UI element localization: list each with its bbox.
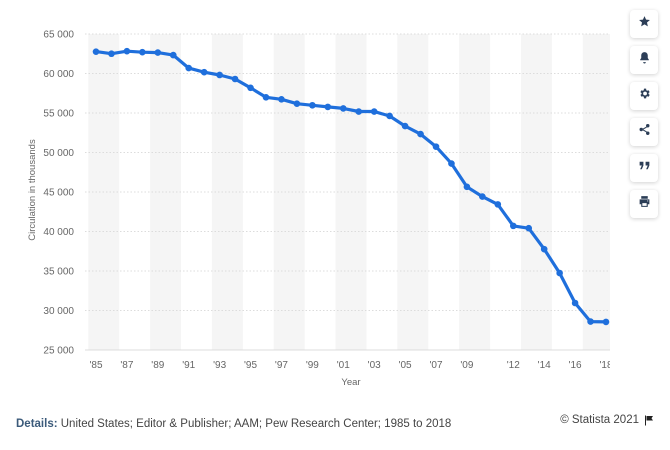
x-tick-label: '16: [569, 360, 582, 371]
print-icon: [638, 195, 651, 213]
y-axis-tick-labels: 25 000 30 000 35 000 40 000 45 000 50 000 55 0…: [43, 30, 74, 357]
data-point: [587, 318, 594, 325]
background-band: [211, 34, 243, 350]
x-tick-label: '07: [429, 360, 442, 371]
details-footer: Details: United States; Editor & Publish…: [16, 418, 451, 430]
y-tick-label: 45 000: [43, 188, 74, 199]
x-tick-label: '89: [151, 360, 164, 371]
x-tick-label: '05: [399, 360, 412, 371]
copyright-footer: © Statista 2021: [560, 414, 654, 426]
flag-icon[interactable]: [644, 415, 654, 426]
data-point: [479, 193, 486, 200]
gear-icon: [638, 87, 651, 105]
data-point: [278, 96, 285, 103]
cite-button[interactable]: [630, 154, 658, 182]
y-axis-title: Circulation in thousands: [27, 139, 38, 241]
data-point: [169, 51, 177, 59]
x-axis-tick-labels: '85 '87 '89 '91 '93 '95 '97 '99 '01 '03 '05 '07 '09 '…: [89, 360, 610, 371]
share-icon: [638, 123, 651, 141]
details-label: Details:: [16, 418, 58, 430]
data-point: [324, 103, 332, 111]
data-point: [185, 64, 193, 72]
data-point: [417, 130, 424, 138]
data-point: [386, 112, 393, 120]
y-tick-label: 55 000: [43, 109, 74, 120]
copyright-text: © Statista 2021: [560, 414, 639, 426]
data-point: [231, 75, 239, 83]
data-point: [200, 68, 208, 76]
data-point: [602, 318, 610, 326]
x-tick-label: '09: [460, 360, 473, 371]
favorite-button[interactable]: [630, 10, 658, 38]
y-tick-label: 50 000: [43, 148, 74, 159]
x-tick-label: '95: [244, 360, 257, 371]
x-tick-label: '93: [213, 360, 226, 371]
y-tick-label: 30 000: [43, 306, 74, 317]
print-button[interactable]: [630, 190, 658, 218]
data-point: [448, 160, 455, 167]
data-point: [108, 50, 115, 58]
data-point: [154, 49, 162, 56]
y-tick-label: 25 000: [43, 346, 74, 357]
x-tick-label: '99: [306, 360, 319, 371]
data-point: [540, 245, 548, 253]
details-text: United States; Editor & Publisher; AAM; …: [57, 418, 452, 430]
quote-icon: [638, 159, 651, 177]
x-axis-title: Year: [341, 377, 360, 388]
chart-toolbar: [630, 10, 658, 218]
data-point: [571, 299, 579, 307]
x-tick-label: '91: [182, 360, 195, 371]
data-point: [123, 47, 131, 55]
settings-button[interactable]: [630, 82, 658, 110]
data-point: [92, 48, 100, 55]
data-point: [556, 269, 563, 277]
y-tick-label: 35 000: [43, 267, 74, 278]
data-point: [355, 108, 363, 115]
notification-button[interactable]: [630, 46, 658, 74]
data-points: [92, 47, 610, 326]
series-line: [94, 49, 608, 324]
data-point: [432, 143, 440, 150]
data-point: [509, 222, 517, 230]
data-point: [494, 201, 502, 208]
x-tick-label: '14: [538, 360, 551, 371]
x-tick-label: '03: [368, 360, 381, 371]
x-tick-label: '85: [89, 360, 102, 371]
x-tick-label: '97: [275, 360, 288, 371]
background-band: [397, 34, 429, 350]
data-point: [216, 71, 223, 79]
data-point: [401, 122, 409, 130]
data-point: [370, 108, 378, 115]
share-button[interactable]: [630, 118, 658, 146]
x-tick-label: '01: [337, 360, 350, 371]
data-point: [262, 94, 270, 101]
x-tick-label: '87: [120, 360, 133, 371]
y-tick-label: 65 000: [43, 30, 74, 41]
x-tick-label: '18: [599, 360, 610, 371]
bell-icon: [638, 51, 651, 69]
data-point: [139, 48, 146, 56]
data-point: [463, 183, 471, 191]
x-tick-label: '12: [507, 360, 520, 371]
data-point: [309, 101, 316, 109]
y-tick-label: 40 000: [43, 227, 74, 238]
data-point: [247, 84, 254, 92]
data-point: [525, 224, 533, 232]
line-chart: 25 000 30 000 35 000 40 000 45 000 50 000 55 0…: [27, 30, 610, 388]
y-tick-label: 60 000: [43, 69, 74, 80]
gridlines: [85, 33, 610, 351]
data-point: [339, 105, 347, 112]
data-point: [293, 100, 301, 107]
star-icon: [638, 15, 651, 33]
